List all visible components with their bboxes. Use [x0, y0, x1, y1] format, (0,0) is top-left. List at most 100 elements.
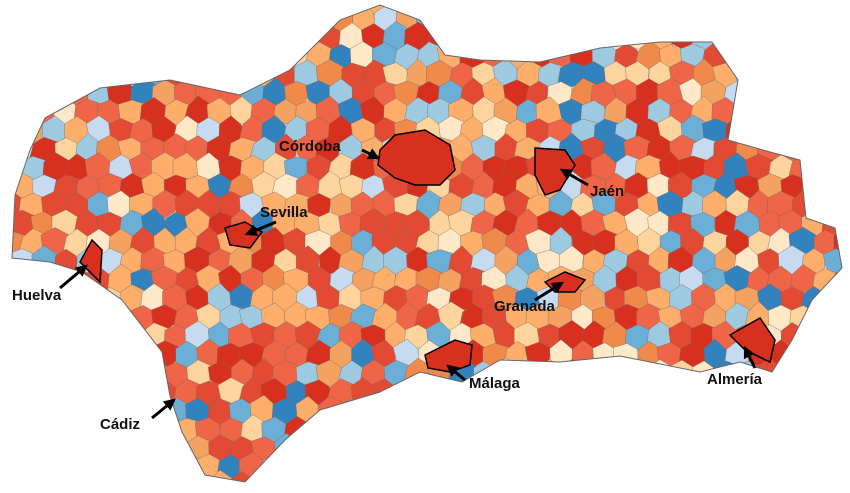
municipality [382, 473, 410, 482]
municipality [758, 98, 784, 125]
municipality [580, 5, 608, 14]
municipality [814, 416, 838, 446]
municipality [624, 435, 652, 465]
city-area [728, 317, 776, 364]
municipality [823, 98, 842, 128]
municipality [74, 471, 102, 482]
municipality [118, 322, 144, 351]
municipality [690, 5, 718, 17]
municipality [185, 5, 212, 14]
municipality [813, 43, 839, 71]
municipality [12, 212, 13, 241]
municipality [66, 40, 89, 70]
municipality [669, 472, 697, 482]
municipality [438, 413, 463, 445]
municipality [570, 452, 597, 482]
municipality [150, 5, 177, 34]
municipality [12, 320, 14, 352]
city-label: Granada [494, 298, 556, 315]
city-label: Jaén [590, 183, 624, 200]
municipality [40, 5, 68, 32]
city-label: Sevilla [260, 204, 308, 221]
municipality [42, 341, 66, 368]
municipality [306, 450, 332, 482]
municipality [316, 473, 343, 482]
municipality [106, 5, 136, 32]
municipality [603, 433, 631, 462]
municipality [503, 453, 531, 482]
municipality [810, 116, 838, 144]
city-label: Huelva [12, 287, 62, 304]
municipality [426, 472, 452, 482]
municipality [448, 5, 476, 15]
municipality [153, 451, 180, 482]
municipality [734, 398, 761, 426]
municipality [634, 452, 662, 482]
municipality [803, 96, 828, 129]
municipality [813, 452, 840, 482]
municipality [372, 454, 399, 482]
municipality [274, 23, 300, 51]
municipality [352, 418, 376, 443]
municipality [0, 22, 11, 50]
municipality [810, 339, 839, 369]
municipality [844, 97, 850, 127]
municipality [757, 22, 784, 52]
city-area [79, 238, 103, 284]
municipality [788, 118, 818, 145]
municipality [251, 5, 279, 15]
municipality [735, 58, 762, 89]
municipality [557, 359, 587, 390]
municipality [62, 302, 89, 331]
municipality [52, 473, 80, 482]
municipality [844, 396, 850, 424]
municipality [800, 396, 828, 425]
municipality [833, 378, 842, 409]
city-area [534, 147, 576, 196]
municipality [758, 5, 784, 13]
municipality [823, 360, 842, 387]
municipality [547, 415, 573, 445]
municipality [700, 454, 728, 482]
municipality [789, 6, 817, 35]
municipality [54, 5, 81, 16]
municipality [792, 378, 817, 410]
municipality [613, 380, 642, 409]
municipality [559, 5, 585, 16]
municipality [130, 455, 158, 482]
municipality [571, 415, 595, 444]
city-label: Almería [707, 371, 763, 388]
municipality [448, 23, 476, 51]
municipality [802, 5, 828, 16]
municipality [86, 304, 111, 333]
municipality [580, 470, 609, 482]
municipality [338, 471, 366, 482]
municipality [712, 471, 738, 482]
municipality [845, 472, 850, 493]
municipality [85, 341, 111, 372]
arrow [151, 398, 176, 420]
municipality [98, 359, 124, 386]
municipality [845, 283, 850, 314]
city-area [377, 129, 456, 186]
municipality [20, 377, 47, 410]
municipality [679, 451, 706, 480]
municipality [329, 413, 354, 443]
municipality [591, 415, 616, 447]
municipality [690, 434, 719, 462]
municipality [396, 415, 422, 443]
municipality [811, 154, 838, 185]
municipality [844, 325, 850, 350]
municipality [713, 5, 741, 15]
municipality [626, 395, 652, 427]
municipality [846, 135, 850, 164]
municipality [85, 452, 112, 482]
municipality [52, 435, 80, 465]
municipality [748, 413, 772, 445]
municipality [733, 25, 759, 54]
municipality [767, 5, 793, 33]
municipality [615, 455, 639, 482]
municipality [74, 5, 101, 14]
municipality [778, 433, 807, 462]
municipality [636, 417, 663, 446]
